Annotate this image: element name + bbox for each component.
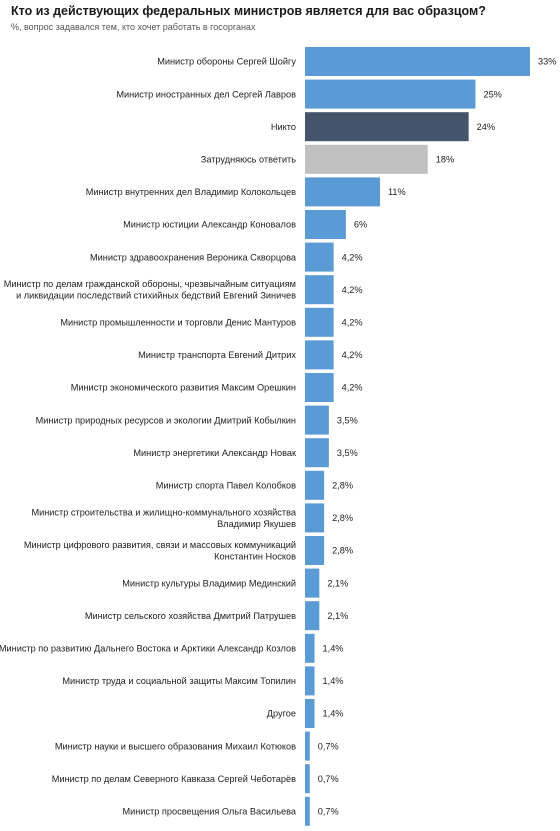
chart-subtitle: %, вопрос задавался тем, кто хочет работ… [11, 22, 256, 32]
value-label: 2,1% [327, 611, 348, 621]
bar [305, 666, 315, 696]
category-label: Министр иностранных дел Сергей Лавров [116, 89, 296, 99]
value-label: 3,5% [337, 415, 358, 425]
value-label: 4,2% [342, 252, 363, 262]
bar [305, 373, 334, 402]
value-label: 18% [436, 155, 454, 165]
bar [305, 47, 530, 76]
bar [305, 536, 325, 565]
bar [305, 699, 315, 728]
bar [305, 307, 334, 337]
category-label: Министр обороны Сергей Шойгу [157, 57, 296, 67]
category-label: Министр по развитию Дальнего Востока и А… [0, 644, 296, 654]
value-label: 33% [538, 57, 556, 67]
value-label: 25% [483, 89, 501, 99]
category-label: Министр труда и социальной защиты Максим… [62, 676, 296, 686]
category-label: Министр внутренних дел Владимир Колоколь… [86, 187, 296, 197]
value-label: 1,4% [323, 644, 344, 654]
bar [305, 340, 334, 370]
value-label: 4,2% [342, 318, 363, 328]
category-label: Министр спорта Павел Колобков [156, 481, 296, 491]
bar [305, 112, 469, 142]
category-label: Другое [267, 709, 296, 719]
category-label: Министр цифрового развития, связи и масс… [24, 540, 296, 562]
category-label: Министр по делам Северного Кавказа Серге… [52, 774, 296, 784]
value-label: 6% [354, 220, 367, 230]
category-label: Министр природных ресурсов и экологии Дм… [36, 415, 296, 425]
category-label: Министр науки и высшего образования Миха… [55, 741, 296, 751]
value-label: 0,7% [318, 774, 339, 784]
value-label: 3,5% [337, 448, 358, 458]
value-label: 4,2% [342, 285, 363, 295]
bar [305, 601, 320, 631]
value-label: 2,1% [327, 578, 348, 588]
bar [305, 242, 334, 272]
category-label: Министр энергетики Александр Новак [133, 448, 297, 458]
value-label: 4,2% [342, 350, 363, 360]
bar [305, 79, 476, 109]
bar [305, 177, 380, 207]
category-label: Министр строительства и жилищно-коммунал… [31, 507, 296, 529]
category-label: Министр здравоохранения Вероника Скворцо… [90, 252, 297, 262]
bar [305, 405, 329, 435]
bar [305, 210, 346, 239]
bar [305, 438, 329, 468]
bar [305, 764, 310, 794]
bar [305, 568, 320, 598]
category-label: Министр по делам гражданской обороны, чр… [4, 279, 296, 301]
chart-title: Кто из действующих федеральных министров… [11, 4, 486, 18]
value-label: 0,7% [318, 741, 339, 751]
value-label: 11% [388, 187, 406, 197]
value-label: 2,8% [332, 513, 353, 523]
bar [305, 503, 325, 533]
value-label: 4,2% [342, 383, 363, 393]
bar [305, 470, 325, 500]
bar [305, 275, 334, 305]
category-label: Министр просвещения Ольга Васильева [122, 807, 296, 817]
value-label: 2,8% [332, 546, 353, 556]
category-label: Министр юстиции Александр Коновалов [123, 220, 296, 230]
category-label: Министр культуры Владимир Мединский [122, 578, 296, 588]
value-label: 24% [477, 122, 495, 132]
bar [305, 144, 428, 174]
category-label: Министр экономического развития Максим О… [71, 383, 296, 393]
category-label: Затрудняюсь ответить [201, 155, 296, 165]
value-label: 0,7% [318, 807, 339, 817]
category-label: Министр промышленности и торговли Денис … [60, 318, 296, 328]
bar [305, 633, 315, 663]
bar [305, 731, 310, 761]
category-label: Министр транспорта Евгений Дитрих [138, 350, 296, 360]
value-label: 1,4% [323, 676, 344, 686]
bar [305, 796, 310, 826]
category-label: Никто [271, 122, 296, 132]
value-label: 2,8% [332, 481, 353, 491]
category-label: Министр сельского хозяйства Дмитрий Патр… [85, 611, 296, 621]
value-label: 1,4% [323, 709, 344, 719]
